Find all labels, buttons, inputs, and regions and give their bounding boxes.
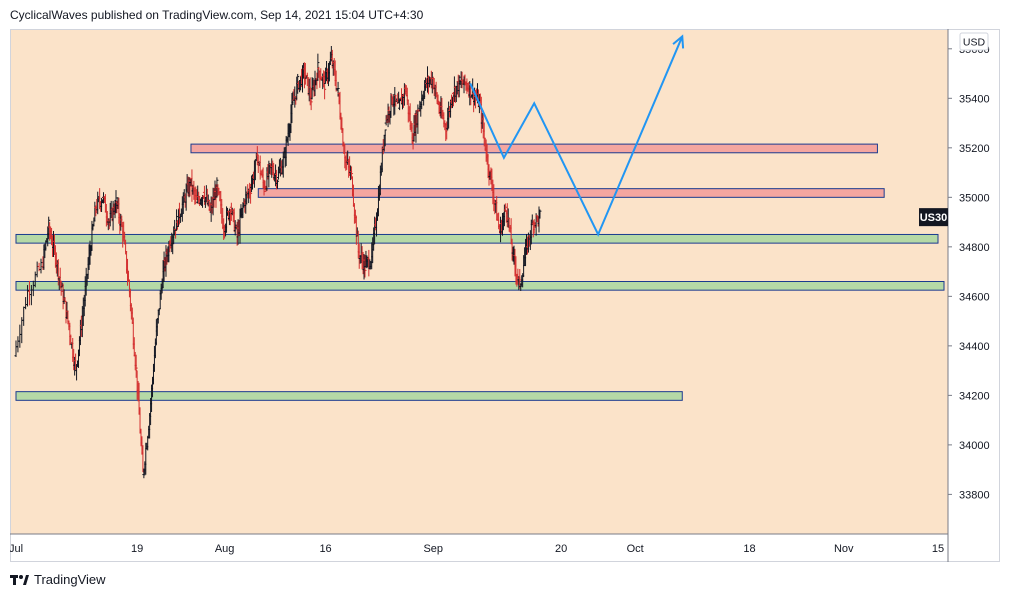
price-tick-label: 33800 [959,489,990,501]
time-tick-label: 15 [932,543,944,555]
time-tick-label: 20 [555,543,567,555]
time-tick-label: Aug [215,543,235,555]
zone-resistance-upper[interactable] [190,143,878,154]
price-tick-label: 34800 [959,242,990,254]
time-tick-label: 19 [131,543,143,555]
time-tick-label: Oct [627,543,644,555]
time-tick-label: 16 [319,543,331,555]
symbol-label: US30 [920,212,948,224]
time-tick-label: Sep [423,543,443,555]
zone-support-upper[interactable] [15,233,939,244]
publish-info: CyclicalWaves published on TradingView.c… [10,8,424,22]
tradingview-logo-icon [10,574,29,585]
price-tick-label: 34600 [959,291,990,303]
projection-path[interactable] [469,36,684,237]
price-chart[interactable]: 33800 34000 34200 34400 34600 34800 35000 35200… [10,29,1000,562]
price-tick-label: 34200 [959,390,990,402]
time-tick-label: Nov [834,543,854,555]
currency-label: USD [963,37,986,49]
zone-support-middle[interactable] [15,281,945,291]
chart-area[interactable]: 33800 34000 34200 34400 34600 34800 35000 35200… [10,29,1000,562]
projection-arrowhead [672,34,685,49]
time-tick-label: Jul [10,543,23,555]
zone-resistance-lower[interactable] [257,188,885,198]
candles [14,45,542,479]
currency-badge[interactable] [959,32,989,51]
price-tick-label: 34400 [959,341,990,353]
price-tick-label: 35200 [959,143,990,155]
footer: TradingView [10,572,106,587]
brand-name: TradingView [34,572,106,587]
price-tick-label: 34000 [959,440,990,452]
symbol-price-badge [919,208,948,227]
time-tick-label: 18 [743,543,755,555]
price-tick-label: 35000 [959,192,990,204]
zone-support-lower[interactable] [15,391,683,401]
price-tick-label: 35400 [959,93,990,105]
